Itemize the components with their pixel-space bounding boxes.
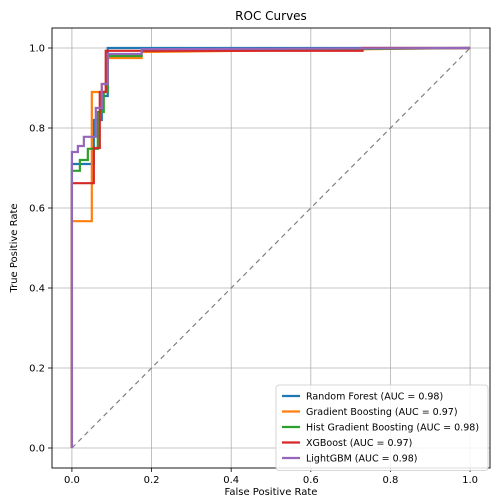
legend-entry: Hist Gradient Boosting (AUC = 0.98) — [306, 423, 479, 434]
legend-entry: Random Forest (AUC = 0.98) — [306, 392, 443, 403]
chance-reference-line — [71, 47, 471, 449]
y-tick-label: 0.6 — [29, 204, 45, 215]
legend-box — [275, 384, 489, 471]
x-tick-label: 0.8 — [383, 475, 399, 486]
plot-area-frame — [51, 27, 491, 469]
x-tick-label: 1.0 — [462, 475, 478, 486]
roc-curves — [70, 46, 471, 448]
chart-title: ROC Curves — [235, 9, 307, 23]
x-tick-label: 0.2 — [144, 475, 160, 486]
y-axis-label: True Positive Rate — [9, 203, 20, 293]
y-tick-label: 0.2 — [29, 364, 45, 375]
x-tick-label: 0.4 — [223, 475, 239, 486]
legend-entry: Gradient Boosting (AUC = 0.97) — [306, 407, 458, 418]
y-tick-label: 1.0 — [29, 44, 45, 55]
y-axis-ticks: 0.0 0.2 0.4 0.6 0.8 1.0 — [29, 44, 52, 455]
x-tick-label: 0.0 — [64, 475, 80, 486]
roc-curve-series-3 — [70, 46, 471, 448]
x-tick-label: 0.6 — [303, 475, 319, 486]
roc-curve-series-4 — [70, 46, 471, 448]
roc-curve-series-5 — [70, 46, 471, 448]
x-axis-label: False Positive Rate — [225, 487, 318, 498]
y-tick-label: 0.8 — [29, 124, 45, 135]
legend-entry: LightGBM (AUC = 0.98) — [306, 454, 417, 465]
legend: Random Forest (AUC = 0.98) Gradient Boost… — [275, 384, 489, 471]
y-tick-label: 0.4 — [29, 284, 45, 295]
y-tick-label: 0.0 — [29, 444, 45, 455]
legend-entry: XGBoost (AUC = 0.97) — [306, 438, 412, 449]
